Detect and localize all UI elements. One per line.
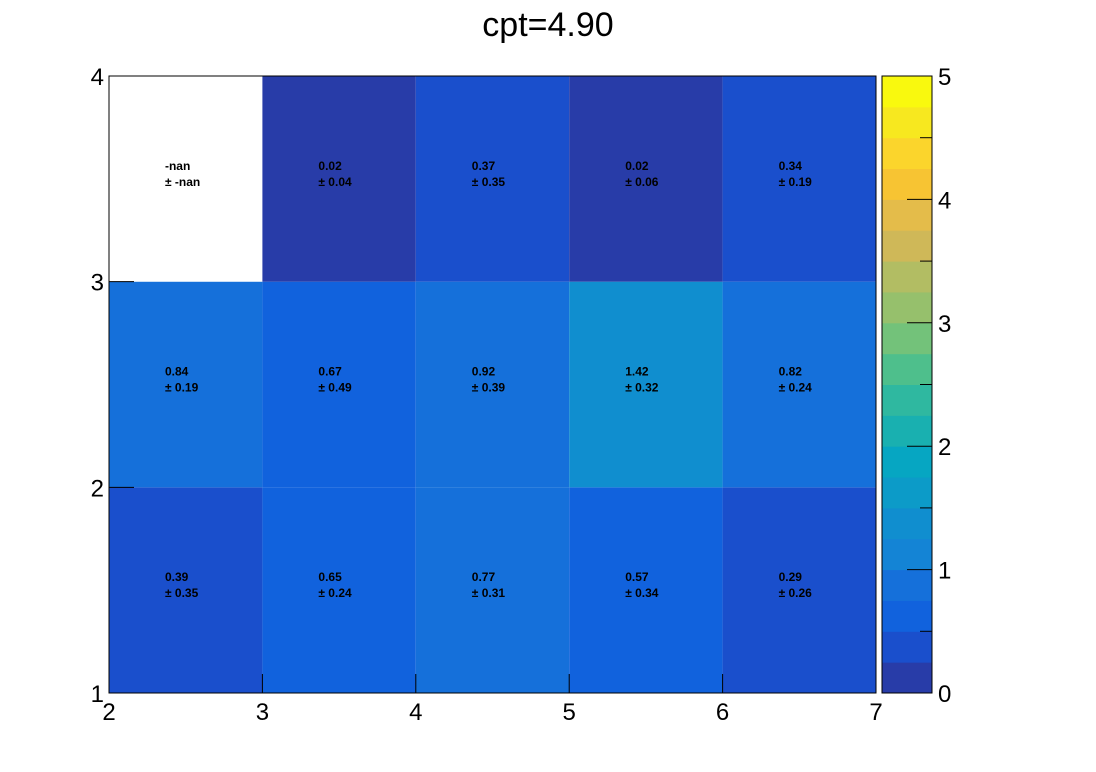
cell-error-label: ± 0.35: [472, 175, 506, 189]
cell-value-label: 0.39: [165, 570, 189, 584]
cell-error-label: ± 0.06: [625, 175, 659, 189]
x-tick-label: 5: [563, 699, 576, 726]
heatmap-cell: [722, 281, 876, 488]
colorbar-segment: [882, 353, 932, 385]
heatmap-cell: [415, 281, 570, 488]
cell-error-label: ± 0.04: [318, 175, 352, 189]
colorbar-segment: [882, 137, 932, 170]
y-tick-label: 3: [91, 270, 104, 297]
heatmap-cell: [415, 487, 570, 693]
colorbar-segment: [882, 230, 932, 262]
cell-error-label: ± 0.31: [472, 586, 506, 600]
cell-value-label: -nan: [165, 159, 190, 173]
heatmap-cell: [569, 281, 723, 488]
cell-value-label: 0.02: [625, 159, 649, 173]
colorbar-segment: [882, 569, 932, 601]
heatmap-cells: [109, 76, 876, 693]
cell-error-label: ± 0.19: [165, 381, 199, 395]
cell-error-label: ± 0.34: [625, 586, 659, 600]
colorbar-segment: [882, 662, 932, 694]
cell-value-label: 0.77: [472, 570, 496, 584]
colorbar-tick-label: 5: [938, 64, 951, 91]
y-tick-label: 2: [91, 475, 104, 502]
cell-error-label: ± 0.19: [779, 175, 813, 189]
colorbar-segment: [882, 199, 932, 231]
colorbar-segment: [882, 538, 932, 571]
cell-value-label: 0.57: [625, 570, 649, 584]
colorbar-segment: [882, 168, 932, 200]
heatmap-cell: [569, 76, 723, 282]
cell-error-label: ± 0.26: [779, 586, 813, 600]
colorbar-segment: [882, 631, 932, 663]
colorbar-segment: [882, 76, 932, 108]
cell-value-label: 0.34: [779, 159, 803, 173]
cell-value-label: 0.82: [779, 365, 803, 379]
colorbar-segment: [882, 261, 932, 293]
colorbar-tick-label: 3: [938, 311, 951, 338]
colorbar-segment: [882, 106, 932, 139]
cell-value-label: 0.92: [472, 365, 496, 379]
cell-value-label: 0.29: [779, 570, 803, 584]
colorbar-tick-label: 4: [938, 187, 951, 214]
heatmap-cell: [722, 487, 876, 693]
colorbar-tick-label: 0: [938, 681, 951, 708]
colorbar: 0 1 2 3 4 5: [881, 64, 951, 708]
cell-error-label: ± 0.24: [779, 381, 813, 395]
x-tick-label: 3: [256, 699, 269, 726]
heatmap-cell: [109, 76, 263, 282]
y-tick-label: 1: [91, 681, 104, 708]
y-tick-label: 4: [91, 64, 104, 91]
cell-value-label: 0.65: [318, 570, 342, 584]
heatmap-cell: [415, 76, 570, 282]
x-tick-label: 6: [716, 699, 729, 726]
heatmap-cell: [109, 487, 263, 693]
colorbar-segment: [882, 446, 932, 478]
colorbar-tick-label: 1: [938, 558, 951, 585]
colorbar-segment: [882, 477, 932, 509]
heatmap-cell: [262, 487, 416, 693]
cell-error-label: ± 0.39: [472, 381, 506, 395]
heatmap-cell: [569, 487, 723, 693]
cell-error-label: ± -nan: [165, 175, 200, 189]
cell-labels: 0.39 ± 0.35 0.65 ± 0.24 0.77 ± 0.31 0.57 ± 0.34…: [165, 159, 812, 600]
chart-title: cpt=4.90: [482, 6, 613, 44]
colorbar-tick-label: 2: [938, 434, 951, 461]
x-tick-label: 4: [409, 699, 422, 726]
x-tick-label: 7: [869, 699, 882, 726]
cell-error-label: ± 0.35: [165, 586, 199, 600]
colorbar-segment: [882, 507, 932, 540]
cell-value-label: 0.02: [318, 159, 342, 173]
heatmap-cell: [109, 281, 263, 488]
cell-error-label: ± 0.49: [318, 381, 352, 395]
heatmap-cell: [262, 76, 416, 282]
colorbar-segment: [882, 600, 932, 632]
colorbar-segment: [882, 291, 932, 324]
colorbar-segment: [882, 384, 932, 416]
plot-frame: [108, 75, 877, 694]
colorbar-segment: [882, 415, 932, 447]
heatmap-cell: [262, 281, 416, 488]
heatmap-cell: [722, 76, 876, 282]
cell-error-label: ± 0.24: [318, 586, 352, 600]
cell-value-label: 0.67: [318, 365, 342, 379]
cell-value-label: 0.37: [472, 159, 496, 173]
cell-error-label: ± 0.32: [625, 381, 659, 395]
colorbar-segment: [882, 322, 932, 355]
x-tick-label: 2: [102, 699, 115, 726]
cell-value-label: 0.84: [165, 365, 189, 379]
cell-value-label: 1.42: [625, 365, 649, 379]
